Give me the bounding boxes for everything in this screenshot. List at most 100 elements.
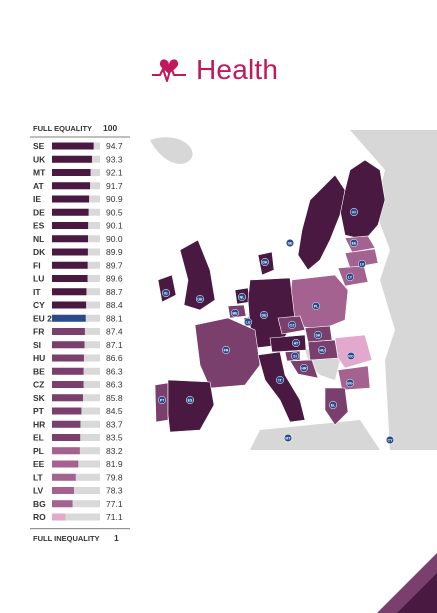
map-label: SI: [293, 354, 296, 358]
scale-top-value: 100: [103, 123, 117, 133]
map-label: CY: [388, 438, 394, 442]
category-label: NL: [33, 234, 44, 244]
map-marker: [285, 238, 295, 248]
bar-track: [52, 487, 100, 494]
map-label: NL: [240, 295, 246, 299]
value-label: 90.5: [106, 207, 123, 217]
bar: [52, 235, 88, 243]
bar: [52, 248, 88, 256]
bar: [52, 473, 76, 481]
bar: [52, 341, 85, 349]
value-label: 87.1: [106, 340, 123, 350]
category-label: FI: [33, 260, 41, 270]
bar-track: [52, 473, 100, 481]
bar: [52, 182, 91, 190]
value-label: 71.1: [106, 512, 123, 522]
scale-bottom-value: 1: [114, 533, 119, 543]
map-marker: [185, 395, 195, 405]
chart-title-group: Health: [150, 50, 278, 90]
bar: [52, 447, 80, 455]
value-label: 92.1: [106, 168, 123, 178]
category-label: CZ: [33, 380, 44, 390]
value-label: 89.7: [106, 260, 123, 270]
value-label: 90.9: [106, 194, 123, 204]
bar: [52, 142, 94, 150]
bar: [52, 169, 91, 176]
map-label: ES: [188, 398, 193, 402]
map-marker: [260, 257, 270, 267]
category-label: EU 28: [33, 313, 57, 323]
country-fi: [339, 159, 386, 241]
map-label: BG: [347, 381, 353, 385]
country-bg: [337, 365, 371, 391]
value-label: 87.4: [106, 327, 123, 337]
category-label: LU: [33, 274, 44, 284]
country-ro: [334, 334, 373, 369]
map-marker: [283, 433, 293, 443]
map-label: BE: [233, 311, 239, 315]
category-label: IE: [33, 194, 41, 204]
category-label: BE: [33, 366, 45, 376]
country-uk: [179, 239, 216, 311]
category-label: PL: [33, 446, 44, 456]
value-label: 83.5: [106, 433, 123, 443]
map-label: IE: [164, 291, 168, 295]
value-label: 89.6: [106, 274, 123, 284]
value-label: 94.7: [106, 141, 123, 151]
map-label: FR: [224, 348, 229, 352]
category-label: BG: [33, 499, 46, 509]
category-label: FR: [33, 327, 44, 337]
value-label: 83.2: [106, 446, 123, 456]
map-label: HR: [301, 366, 307, 370]
value-label: 86.3: [106, 380, 123, 390]
bar: [52, 195, 90, 203]
country-lv: [344, 248, 379, 269]
bar-track: [52, 500, 100, 508]
bar: [52, 407, 82, 415]
map-marker: [346, 351, 356, 361]
bar: [52, 487, 74, 494]
map-marker: [357, 259, 367, 269]
map-label: CZ: [290, 323, 296, 327]
bar: [52, 513, 66, 521]
category-label: LT: [33, 472, 44, 482]
map-marker: [157, 395, 167, 405]
category-label: CY: [33, 300, 45, 310]
scale-top-label: FULL EQUALITY: [33, 124, 92, 133]
map-label: UK: [197, 297, 203, 301]
bar: [52, 434, 81, 441]
category-label: IT: [33, 287, 41, 297]
map-marker: [237, 292, 247, 302]
map-marker: [385, 435, 395, 445]
corner-decoration: [377, 553, 437, 613]
map-label: SE: [288, 241, 293, 245]
map-marker: [291, 338, 301, 348]
map-marker: [287, 320, 297, 330]
map-label: LU: [246, 320, 251, 324]
map-label: FI: [352, 210, 355, 214]
category-label: HR: [33, 419, 45, 429]
map-label: SK: [316, 333, 321, 337]
bar: [52, 222, 89, 229]
category-label: MT: [33, 168, 46, 178]
category-label: LV: [33, 486, 44, 496]
country-se: [297, 174, 346, 271]
map-marker: [275, 375, 285, 385]
country-at: [269, 334, 307, 353]
bar: [52, 394, 83, 402]
map-label: LT: [348, 275, 353, 279]
map-marker: [195, 294, 205, 304]
bar: [52, 301, 87, 309]
category-label: EL: [33, 433, 44, 443]
bar: [52, 420, 81, 428]
map-marker: [313, 330, 323, 340]
bar-chart: FULL EQUALITY 100 SE 94.7 UK 93.3 MT 92.1 AT 91.7…: [30, 123, 130, 543]
value-label: 83.7: [106, 419, 123, 429]
bar: [52, 155, 92, 163]
category-label: SK: [33, 393, 46, 403]
bar: [52, 328, 85, 335]
map-marker: [230, 308, 240, 318]
map-marker: [259, 310, 269, 320]
map-label: RO: [348, 354, 354, 358]
value-label: 90.0: [106, 234, 123, 244]
